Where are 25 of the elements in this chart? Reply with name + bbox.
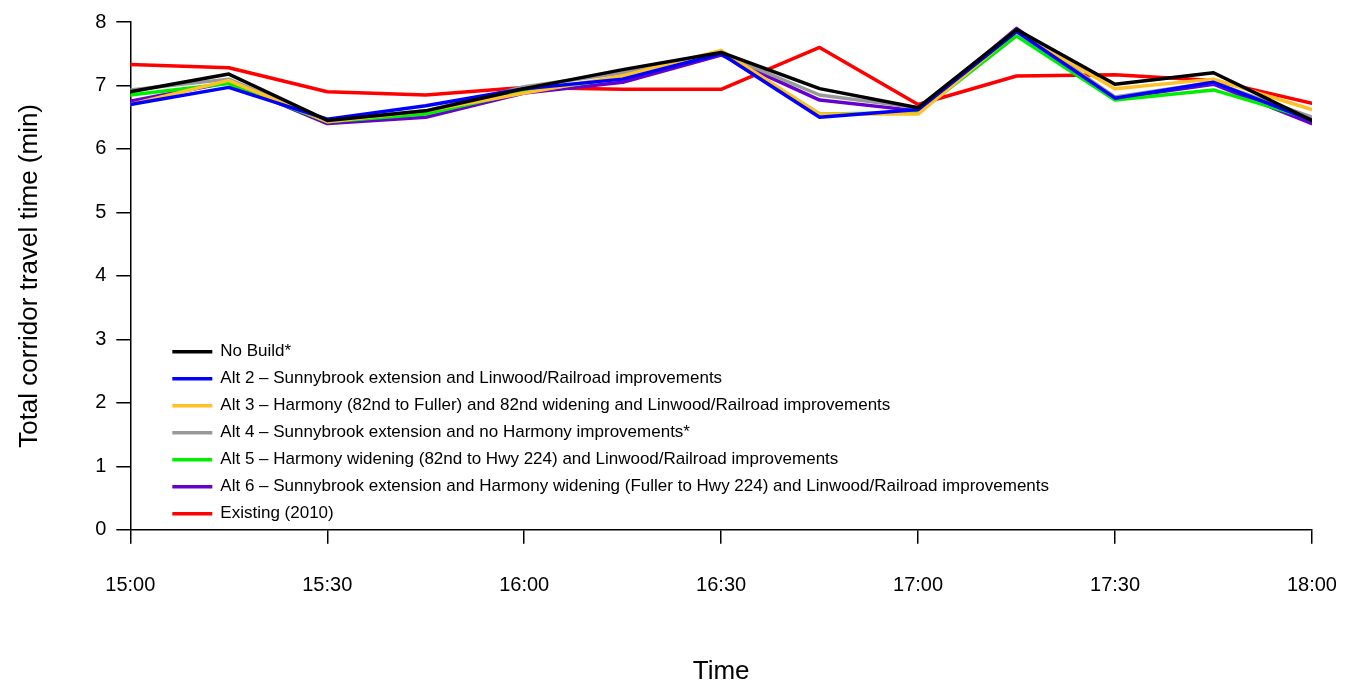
y-tick-label: 0 (95, 517, 107, 540)
x-tick-label: 18:00 (1286, 573, 1338, 596)
x-tick-label: 15:30 (302, 573, 353, 596)
x-tick-label: 15:00 (105, 573, 156, 596)
y-tick-label: 2 (95, 390, 107, 413)
y-tick-label: 3 (95, 326, 107, 349)
y-tick-label: 6 (95, 136, 107, 159)
y-tick-label: 4 (95, 263, 107, 286)
y-tick-label: 7 (95, 72, 107, 95)
y-tick-label: 1 (95, 453, 107, 476)
legend-label: Alt 5 – Harmony widening (82nd to Hwy 224) and Linwood/Railroad improvements (220, 449, 839, 469)
legend-label: No Build* (220, 341, 292, 361)
x-tick-label: 16:30 (696, 573, 747, 596)
legend-label: Existing (2010) (220, 503, 334, 523)
x-tick-label: 17:30 (1090, 573, 1141, 596)
y-tick-label: 5 (95, 199, 107, 222)
legend-label: Alt 2 – Sunnybrook extension and Linwood/Railroad improvements (220, 368, 723, 388)
x-tick-label: 16:00 (499, 573, 550, 596)
y-axis-title: Total corridor travel time (min) (12, 103, 43, 448)
x-tick-label: 17:00 (893, 573, 944, 596)
x-axis-title: Time (692, 654, 750, 685)
legend-label: Alt 3 – Harmony (82nd to Fuller) and 82nd widening and Linwood/Railroad improvements (220, 395, 891, 415)
legend-label: Alt 4 – Sunnybrook extension and no Harmony improvements* (220, 422, 691, 442)
legend-label: Alt 6 – Sunnybrook extension and Harmony widening (Fuller to Hwy 224) and Linwood/Railroad improvements (220, 476, 1050, 496)
y-tick-label: 8 (95, 9, 107, 32)
